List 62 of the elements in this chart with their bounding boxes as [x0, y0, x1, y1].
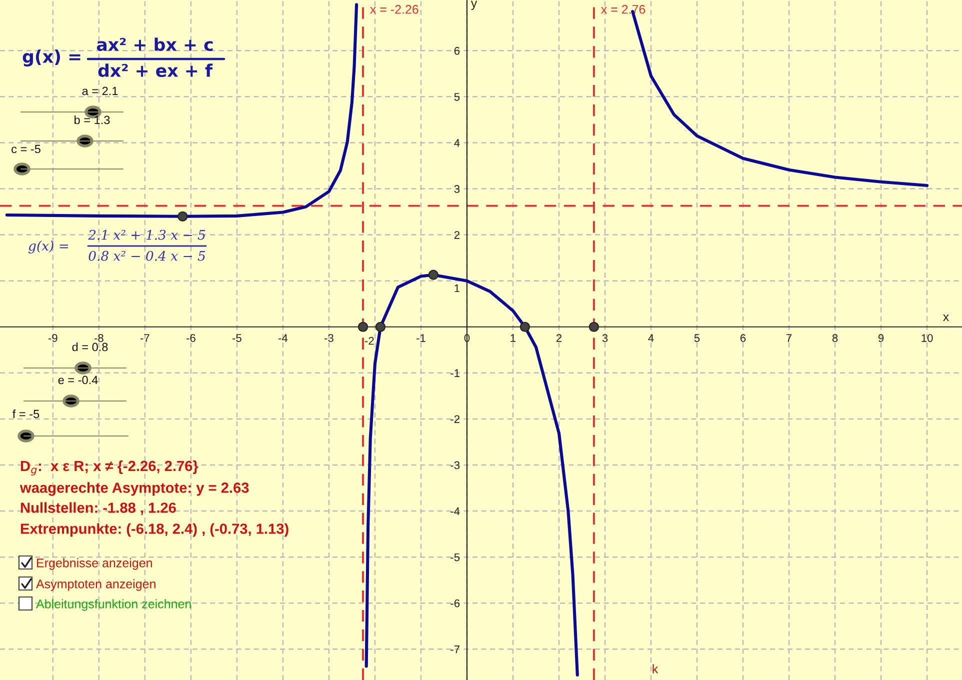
x-tick-label: -3 — [324, 334, 334, 342]
x-tick-label: -4 — [278, 334, 288, 342]
point — [178, 211, 188, 222]
ref-line-label: x = 2.76 — [600, 4, 646, 14]
annotation: D$_{g}$: x ε R; x ≠ {-2.26, 2.76} — [20, 460, 198, 476]
annotation: e = -0.4 — [58, 376, 98, 384]
annotation: 0.8 x² − 0.4 x − 5 — [88, 250, 206, 261]
x-tick-label: -1 — [416, 334, 426, 342]
annotation: k — [652, 664, 658, 674]
point — [428, 270, 438, 280]
x-tick-label: 7 — [786, 334, 792, 342]
y-tick-label: -5 — [450, 553, 460, 562]
x-tick-label: -5 — [232, 334, 242, 342]
annotation: dx² + ex + f — [98, 64, 213, 78]
annotation: c = -5 — [12, 144, 40, 154]
x-tick-label: 5 — [694, 334, 700, 342]
x-tick-label: 1 — [510, 334, 516, 342]
x-axis-title: x — [943, 314, 949, 322]
y-tick-label: 6 — [454, 46, 460, 55]
annotation: Nullstellen: -1.88 , 1.26 — [20, 502, 176, 516]
y-tick-label: -6 — [450, 599, 460, 608]
y-tick-label: 3 — [454, 185, 460, 193]
x-tick-label: -7 — [140, 334, 150, 342]
annotation: Ergebnisse anzeigen — [37, 558, 152, 570]
x-tick-label: 9 — [878, 334, 884, 342]
y-tick-label: 5 — [454, 93, 460, 101]
y-axis-title: y — [470, 0, 478, 10]
y-tick-label: -3 — [450, 461, 460, 470]
annotation: a = 2.1 — [82, 86, 118, 96]
x-tick-label: 2 — [556, 334, 562, 342]
x-tick-label: 10 — [922, 334, 933, 342]
point — [588, 322, 599, 332]
annotation: Asymptoten anzeigen — [36, 579, 156, 591]
annotation: b = 1.3 — [74, 116, 110, 124]
x-tick-label: -2 — [364, 336, 374, 345]
annotation: ax² + bx + c — [96, 38, 213, 52]
annotation: g(x) = — [22, 50, 80, 66]
y-tick-label: -1 — [450, 369, 460, 377]
point — [375, 322, 386, 332]
y-tick-label: -7 — [450, 646, 460, 654]
y-tick-label: 1 — [454, 284, 460, 292]
annotation: d = 0.8 — [72, 342, 108, 352]
annotation: waagerechte Asymptote: y = 2.63 — [20, 482, 249, 496]
y-tick-label: 4 — [454, 139, 460, 147]
x-tick-label: 4 — [648, 334, 654, 342]
ref-line-label: x = -2.26 — [370, 4, 418, 14]
annotation: Extrempunkte: (-6.18, 2.4) , (-0.73, 1.13) — [20, 523, 288, 537]
y-tick-label: 2 — [454, 231, 460, 239]
x-tick-label: -6 — [186, 334, 196, 342]
annotation: g(x) = — [28, 240, 68, 254]
point — [520, 322, 530, 332]
x-tick-label: 3 — [602, 334, 608, 342]
point — [358, 322, 368, 332]
x-tick-label: -8 — [94, 334, 104, 342]
y-tick-label: -4 — [450, 507, 460, 516]
annotation: 2.1 x² + 1.3 x − 5 — [88, 230, 206, 240]
x-tick-label: 8 — [832, 334, 838, 342]
x-tick-label: 6 — [740, 334, 746, 342]
annotation: Ableitungsfunktion zeichnen — [36, 599, 191, 611]
y-tick-label: -2 — [450, 415, 460, 423]
annotation: f = -5 — [12, 410, 40, 418]
x-tick-label: -9 — [48, 334, 58, 342]
